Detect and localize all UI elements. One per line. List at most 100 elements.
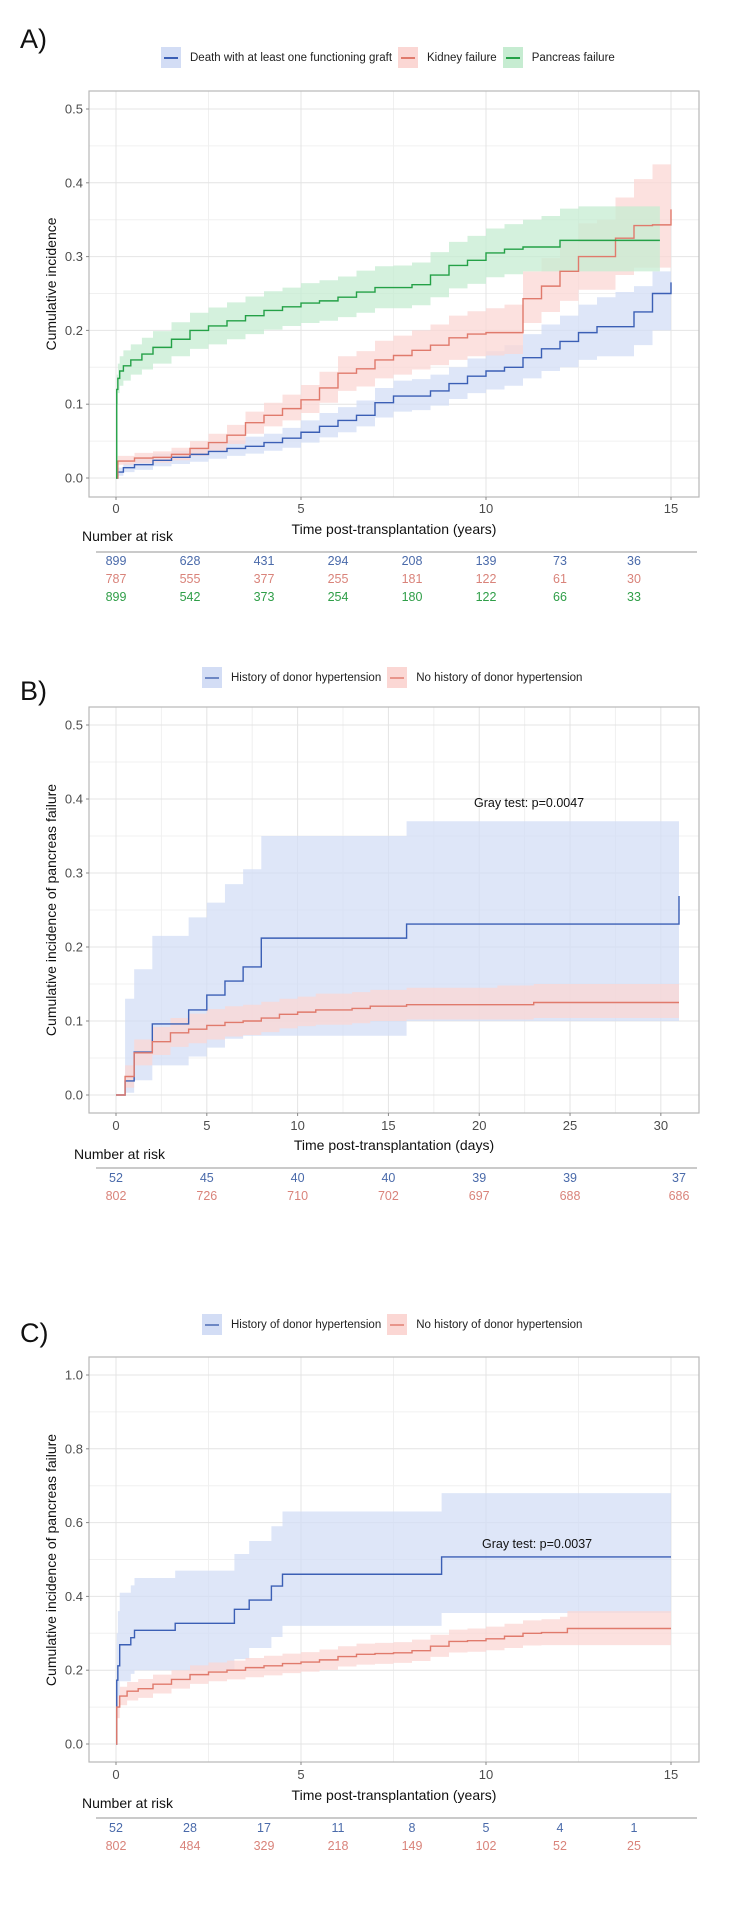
- risk-count-blue: 28: [183, 1821, 197, 1835]
- y-axis-title: Cumulative incidence of pancreas failure: [43, 784, 59, 1036]
- legend-b: History of donor hypertension No history…: [202, 667, 588, 688]
- legend-item-no-history: No history of donor hypertension: [387, 667, 582, 688]
- y-tick-label: 0.2: [65, 323, 83, 338]
- y-axis-title: Cumulative incidence of pancreas failure: [43, 1434, 59, 1686]
- legend-item-death: Death with at least one functioning graf…: [161, 47, 392, 68]
- x-tick-label: 10: [479, 501, 493, 516]
- risk-count-blue: 208: [402, 554, 423, 568]
- x-tick-label: 30: [654, 1118, 668, 1133]
- risk-count-red: 484: [180, 1839, 201, 1853]
- risk-count-blue: 139: [476, 554, 497, 568]
- risk-count-green: 542: [180, 590, 201, 604]
- step-line-red: [116, 1001, 679, 1096]
- y-tick-label: 0.5: [65, 718, 83, 733]
- legend-label: No history of donor hypertension: [416, 1318, 583, 1331]
- legend-key-red-icon: [398, 47, 419, 68]
- ci-ribbon-red: [116, 1611, 671, 1744]
- x-axis-title: Time post-transplantation (years): [292, 1787, 497, 1803]
- legend-label: History of donor hypertension: [231, 671, 382, 684]
- y-tick-label: 0.5: [65, 102, 83, 117]
- y-tick-label: 0.0: [65, 471, 83, 486]
- risk-count-blue: 628: [180, 554, 201, 568]
- risk-count-red: 377: [254, 572, 275, 586]
- risk-count-green: 33: [627, 590, 641, 604]
- x-tick-label: 0: [112, 1767, 119, 1782]
- risk-count-blue: 52: [109, 1171, 123, 1185]
- panel-label-a: A): [20, 24, 47, 54]
- legend-label: History of donor hypertension: [231, 1318, 382, 1331]
- x-axis-title: Time post-transplantation (years): [292, 521, 497, 537]
- x-tick-label: 10: [290, 1118, 304, 1133]
- risk-count-red: 218: [328, 1839, 349, 1853]
- legend-item-no-history: No history of donor hypertension: [387, 1314, 582, 1335]
- x-tick-label: 0: [112, 501, 119, 516]
- y-tick-label: 1.0: [65, 1368, 83, 1383]
- x-tick-label: 5: [297, 1767, 304, 1782]
- x-tick-label: 15: [381, 1118, 395, 1133]
- legend-key-blue-icon: [202, 667, 222, 688]
- risk-count-blue: 40: [291, 1171, 305, 1185]
- risk-count-red: 726: [196, 1189, 217, 1203]
- plot-frame: [88, 706, 700, 1114]
- risk-count-blue: 39: [472, 1171, 486, 1185]
- risk-count-green: 66: [553, 590, 567, 604]
- risk-count-red: 688: [560, 1189, 581, 1203]
- risk-count-red: 102: [476, 1839, 497, 1853]
- risk-count-red: 787: [106, 572, 127, 586]
- legend-item-history: History of donor hypertension: [202, 1314, 381, 1335]
- y-tick-label: 0.3: [65, 249, 83, 264]
- risk-count-blue: 431: [254, 554, 275, 568]
- ci-ribbon-red: [116, 984, 679, 1095]
- risk-count-green: 180: [402, 590, 423, 604]
- y-tick-label: 0.0: [65, 1737, 83, 1752]
- plot-frame: [88, 90, 700, 498]
- risk-count-blue: 4: [557, 1821, 564, 1835]
- risk-table-title-a: Number at risk: [82, 528, 174, 544]
- risk-count-red: 30: [627, 572, 641, 586]
- x-tick-label: 5: [203, 1118, 210, 1133]
- risk-count-red: 149: [402, 1839, 423, 1853]
- y-tick-label: 0.8: [65, 1441, 83, 1456]
- legend-key-green-icon: [502, 47, 523, 68]
- risk-count-blue: 37: [672, 1171, 686, 1185]
- ci-ribbon-blue: [116, 1493, 671, 1744]
- risk-count-blue: 11: [332, 1821, 345, 1835]
- risk-count-blue: 52: [109, 1821, 123, 1835]
- step-line-blue: [116, 1556, 671, 1745]
- x-tick-label: 5: [297, 501, 304, 516]
- panel-label-b: B): [20, 676, 47, 706]
- risk-count-red: 255: [328, 572, 349, 586]
- risk-count-red: 802: [106, 1839, 127, 1853]
- step-line-green: [116, 239, 660, 479]
- risk-count-green: 373: [254, 590, 275, 604]
- risk-count-blue: 17: [257, 1821, 271, 1835]
- risk-count-blue: 36: [627, 554, 641, 568]
- legend-label: No history of donor hypertension: [416, 671, 583, 684]
- x-axis-title: Time post-transplantation (days): [294, 1137, 494, 1153]
- legend-key-blue-icon: [161, 47, 181, 68]
- x-tick-label: 15: [664, 501, 678, 516]
- risk-count-red: 686: [669, 1189, 690, 1203]
- risk-count-red: 25: [627, 1839, 641, 1853]
- step-line-red: [116, 1627, 671, 1745]
- legend-a: Death with at least one functioning graf…: [161, 47, 621, 68]
- x-tick-label: 25: [563, 1118, 577, 1133]
- legend-item-kidney: Kidney failure: [398, 47, 497, 68]
- y-tick-label: 0.1: [65, 1014, 83, 1029]
- panel-label-c: C): [20, 1318, 49, 1348]
- legend-label: Kidney failure: [427, 51, 497, 64]
- risk-count-green: 899: [106, 590, 127, 604]
- y-tick-label: 0.2: [65, 940, 83, 955]
- risk-count-green: 122: [476, 590, 497, 604]
- risk-count-blue: 294: [328, 554, 349, 568]
- risk-count-blue: 899: [106, 554, 127, 568]
- risk-count-blue: 73: [553, 554, 567, 568]
- risk-count-blue: 45: [200, 1171, 214, 1185]
- risk-count-red: 555: [180, 572, 201, 586]
- x-tick-label: 0: [112, 1118, 119, 1133]
- legend-label: Death with at least one functioning graf…: [190, 51, 393, 64]
- legend-key-red-icon: [387, 667, 408, 688]
- risk-count-blue: 39: [563, 1171, 577, 1185]
- y-tick-label: 0.4: [65, 1589, 83, 1604]
